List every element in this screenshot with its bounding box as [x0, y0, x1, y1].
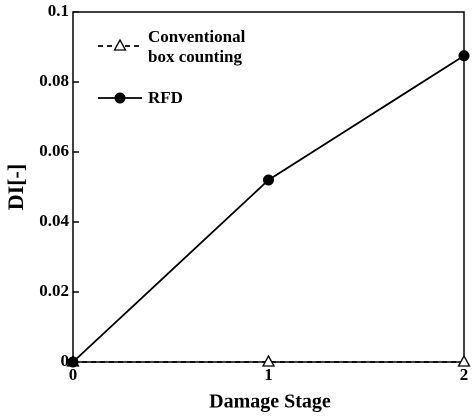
y-tick-label: 0.04 [39, 211, 69, 230]
marker [457, 354, 471, 367]
y-tick-label: 0.06 [39, 141, 69, 160]
x-tick-label: 0 [69, 365, 78, 384]
legend-marker [114, 92, 126, 104]
y-axis-label: DI[-] [3, 164, 28, 210]
x-tick-label: 2 [460, 365, 469, 384]
marker [261, 354, 276, 367]
x-axis-label: Damage Stage [209, 391, 331, 413]
legend-label: RFD [148, 88, 183, 107]
x-tick-label: 1 [264, 365, 273, 384]
y-tick-label: 0.02 [39, 281, 69, 300]
y-tick-label: 0.08 [39, 71, 69, 90]
marker [458, 50, 470, 62]
y-tick-label: 0.1 [48, 1, 69, 20]
legend-marker [113, 38, 127, 51]
legend-label: Conventional box counting [148, 27, 246, 66]
marker [263, 174, 274, 186]
plot-frame [72, 11, 465, 363]
y-tick-label: 0 [61, 351, 70, 370]
series-line [72, 54, 465, 363]
marker [67, 356, 79, 368]
